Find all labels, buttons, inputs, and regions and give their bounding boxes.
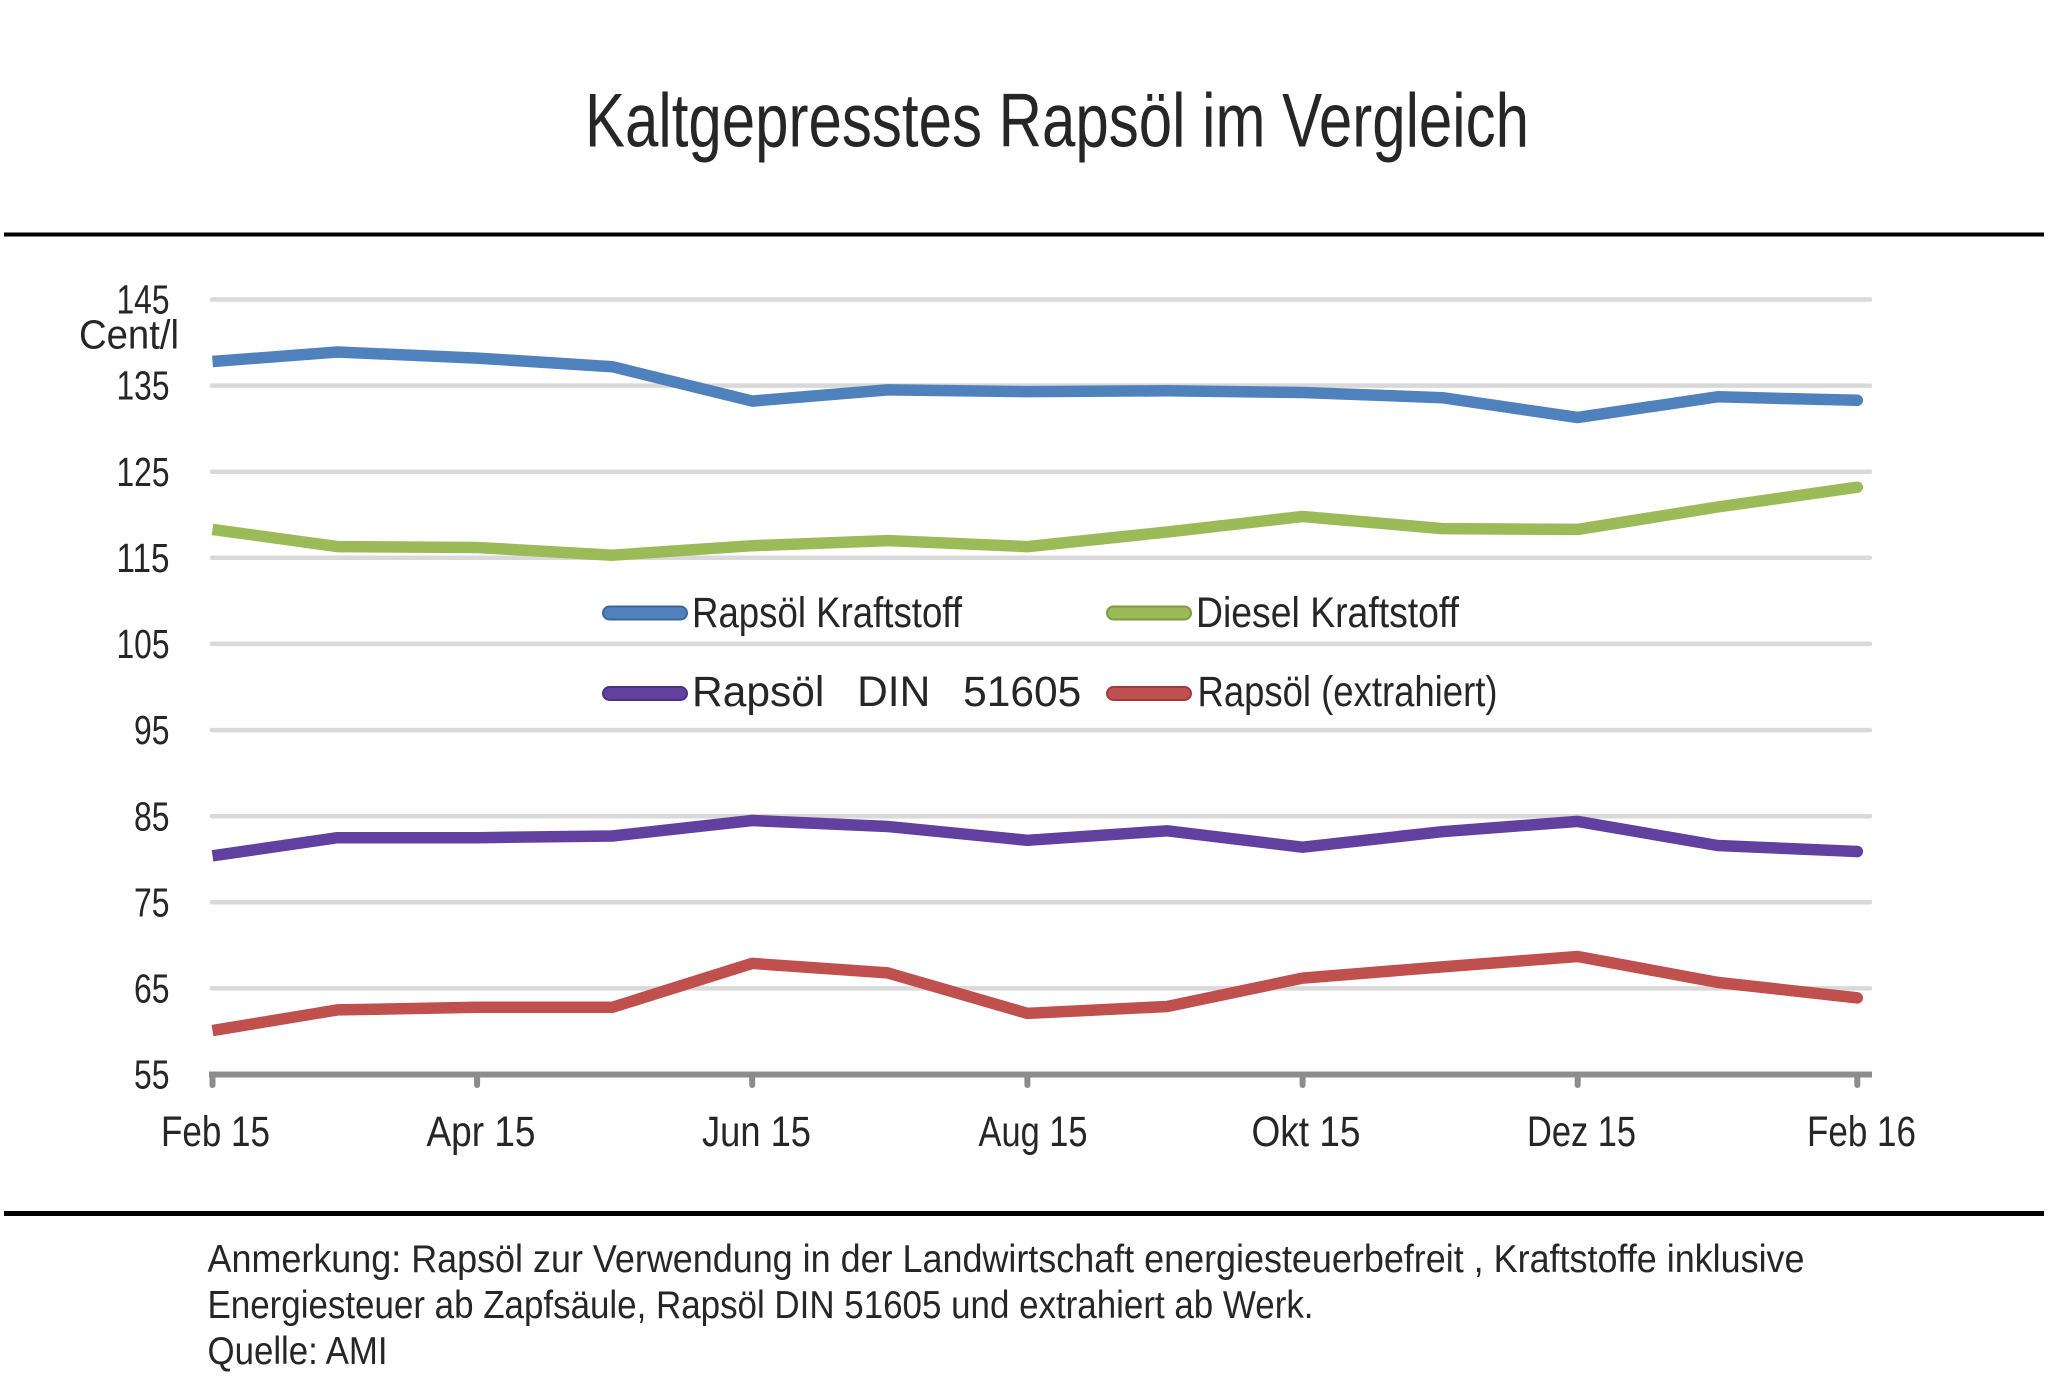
svg-text:145: 145 (117, 277, 170, 323)
svg-text:Anmerkung: Rapsöl zur Verwendu: Anmerkung: Rapsöl zur Verwendung in der … (208, 1238, 1805, 1281)
svg-text:Quelle: AMI: Quelle: AMI (208, 1330, 388, 1373)
svg-text:Rapsöl DIN 51605: Rapsöl DIN 51605 (692, 669, 1081, 716)
svg-text:105: 105 (117, 621, 170, 667)
svg-text:125: 125 (117, 449, 170, 495)
svg-text:Rapsöl Kraftstoff: Rapsöl Kraftstoff (692, 590, 962, 637)
svg-text:Diesel Kraftstoff: Diesel Kraftstoff (1196, 590, 1459, 637)
svg-text:65: 65 (134, 966, 170, 1012)
svg-text:135: 135 (117, 363, 170, 409)
svg-text:Feb 16: Feb 16 (1807, 1109, 1916, 1156)
svg-text:Energiesteuer ab Zapfsäule, Ra: Energiesteuer ab Zapfsäule, Rapsöl DIN 5… (208, 1284, 1314, 1327)
svg-text:85: 85 (134, 793, 170, 839)
svg-text:Cent/l: Cent/l (79, 312, 179, 358)
svg-text:Rapsöl (extrahiert): Rapsöl (extrahiert) (1198, 669, 1498, 716)
svg-text:95: 95 (134, 707, 170, 753)
svg-text:75: 75 (134, 879, 170, 925)
svg-text:115: 115 (117, 535, 170, 581)
svg-text:Feb 15: Feb 15 (161, 1109, 270, 1156)
svg-text:Aug 15: Aug 15 (979, 1109, 1088, 1156)
svg-text:Kaltgepresstes Rapsöl im Vergl: Kaltgepresstes Rapsöl im Vergleich (585, 79, 1529, 164)
svg-text:55: 55 (134, 1052, 170, 1098)
svg-text:Okt 15: Okt 15 (1252, 1109, 1361, 1156)
svg-text:Apr 15: Apr 15 (427, 1109, 536, 1156)
svg-text:Jun 15: Jun 15 (702, 1109, 811, 1156)
svg-text:Dez 15: Dez 15 (1527, 1109, 1636, 1156)
